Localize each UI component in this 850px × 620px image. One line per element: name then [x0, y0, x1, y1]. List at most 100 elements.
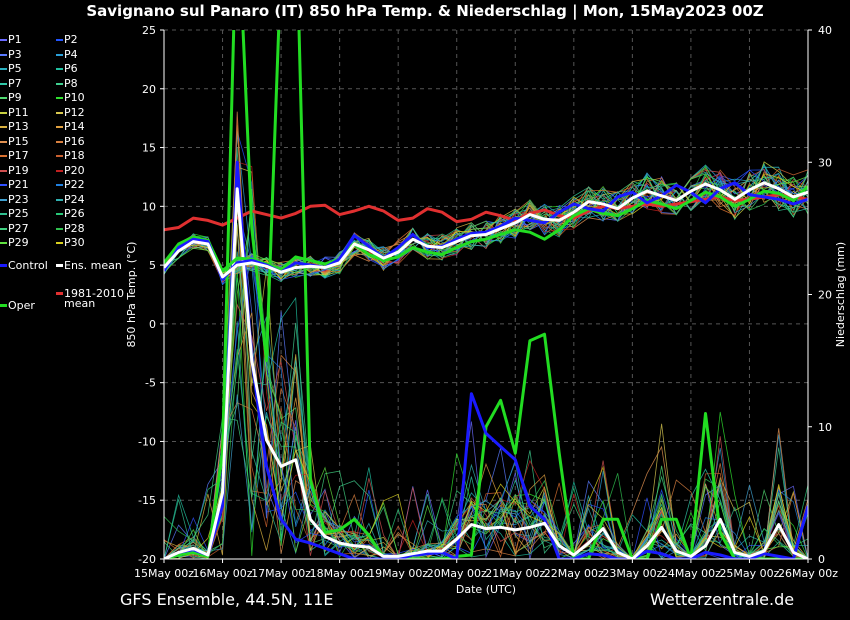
x-tick-label: 22May 00z	[544, 567, 604, 580]
member-precip-line	[164, 202, 808, 559]
legend-label: P14	[64, 120, 85, 133]
legend-label: P12	[64, 105, 85, 119]
y2-axis-label: Niederschlag (mm)	[834, 242, 847, 347]
legend-swatch	[56, 242, 63, 244]
source-link[interactable]: Wetterzentrale.de	[650, 590, 795, 609]
legend-label: P16	[64, 134, 85, 148]
legend-swatch	[0, 169, 7, 172]
y-tick-label: -5	[145, 377, 156, 390]
y2-tick-label: 10	[818, 421, 832, 434]
legend-label: P2	[64, 33, 78, 46]
legend-swatch	[0, 198, 7, 201]
legend-swatch	[56, 126, 63, 128]
ens-mean-temp-line	[164, 181, 808, 279]
legend-label: P26	[64, 207, 85, 220]
legend-swatch	[0, 53, 7, 56]
legend-label: P24	[64, 192, 85, 206]
legend-label: P22	[64, 178, 85, 191]
control-precip-line	[164, 160, 808, 559]
legend-swatch	[0, 242, 7, 244]
x-axis-label: Date (UTC)	[456, 583, 516, 596]
legend-label: P5	[8, 62, 22, 75]
y-tick-label: -15	[138, 494, 156, 507]
legend-swatch	[0, 155, 7, 157]
legend-label: P4	[64, 47, 78, 61]
legend-label: P29	[8, 236, 29, 249]
legend-label-climate-mean-2: mean	[64, 297, 96, 310]
legend-swatch	[0, 213, 7, 215]
legend-label: Control	[8, 259, 48, 272]
y-tick-label: 25	[142, 24, 156, 37]
legend-swatch	[0, 227, 7, 230]
legend-label: P28	[64, 221, 85, 235]
legend-swatch	[0, 82, 7, 85]
legend-label: P25	[8, 207, 29, 220]
legend-label: P11	[8, 105, 29, 119]
y-tick-label: -10	[138, 435, 156, 448]
legend-label: P13	[8, 120, 29, 133]
model-info: GFS Ensemble, 44.5N, 11E	[120, 590, 334, 609]
legend-swatch	[56, 155, 63, 157]
legend-label: P18	[64, 149, 85, 162]
x-tick-label: 20May 00z	[427, 567, 487, 580]
legend-label: P23	[8, 192, 29, 206]
legend-label: P15	[8, 134, 29, 148]
y2-tick-label: 40	[818, 24, 832, 37]
y2-tick-label: 0	[818, 553, 825, 566]
legend-swatch	[0, 140, 7, 143]
member-precip-line	[164, 349, 808, 559]
oper-precip-line	[164, 30, 808, 559]
y2-tick-label: 30	[818, 156, 832, 169]
y-tick-label: 15	[142, 142, 156, 155]
member-temp-line	[164, 175, 808, 274]
y-tick-label: 10	[142, 200, 156, 213]
member-precip-line	[164, 147, 808, 559]
legend-swatch	[0, 68, 7, 70]
legend-swatch	[56, 39, 63, 41]
legend-swatch	[56, 111, 63, 114]
chart-title: Savignano sul Panaro (IT) 850 hPa Temp. …	[86, 2, 764, 20]
legend-swatch	[0, 97, 7, 99]
ensemble-members	[164, 111, 808, 559]
legend-label: Oper	[8, 299, 35, 312]
legend-swatch	[56, 68, 63, 70]
legend-label: P3	[8, 47, 22, 61]
legend-swatch	[56, 82, 63, 85]
legend-label: P30	[64, 236, 85, 249]
x-tick-label: 19May 00z	[368, 567, 428, 580]
legend-label: P19	[8, 163, 29, 177]
legend-swatch	[56, 169, 63, 172]
x-tick-label: 24May 00z	[661, 567, 721, 580]
x-tick-label: 16May 00z	[193, 567, 253, 580]
legend-label: P17	[8, 149, 29, 162]
legend-label: P6	[64, 62, 78, 75]
x-tick-label: 26May 00z	[778, 567, 838, 580]
ens-mean-precip-line	[164, 187, 808, 559]
main-series	[164, 30, 808, 559]
y-axis-label: 850 hPa Temp. (°C)	[125, 242, 138, 348]
x-tick-label: 21May 00z	[485, 567, 545, 580]
legend-label: P10	[64, 91, 85, 104]
legend-swatch	[56, 198, 63, 201]
member-precip-line	[164, 213, 808, 559]
x-tick-label: 18May 00z	[310, 567, 370, 580]
member-temp-line	[164, 170, 808, 278]
y-tick-label: 5	[149, 259, 156, 272]
x-tick-label: 17May 00z	[251, 567, 311, 580]
x-tick-label: 25May 00z	[719, 567, 779, 580]
legend-label: P20	[64, 163, 85, 177]
x-tick-label: 23May 00z	[602, 567, 662, 580]
legend-swatch	[56, 184, 63, 186]
legend-label: P9	[8, 91, 22, 104]
member-precip-line	[164, 193, 808, 559]
legend-swatch	[0, 111, 7, 114]
legend-swatch	[56, 140, 63, 143]
legend-swatch	[0, 184, 7, 186]
y-tick-label: -20	[138, 553, 156, 566]
y2-tick-label: 20	[818, 289, 832, 302]
legend-swatch	[56, 213, 63, 215]
legend-label: P7	[8, 76, 22, 90]
legend-swatch	[0, 126, 7, 128]
member-precip-line	[164, 188, 808, 559]
